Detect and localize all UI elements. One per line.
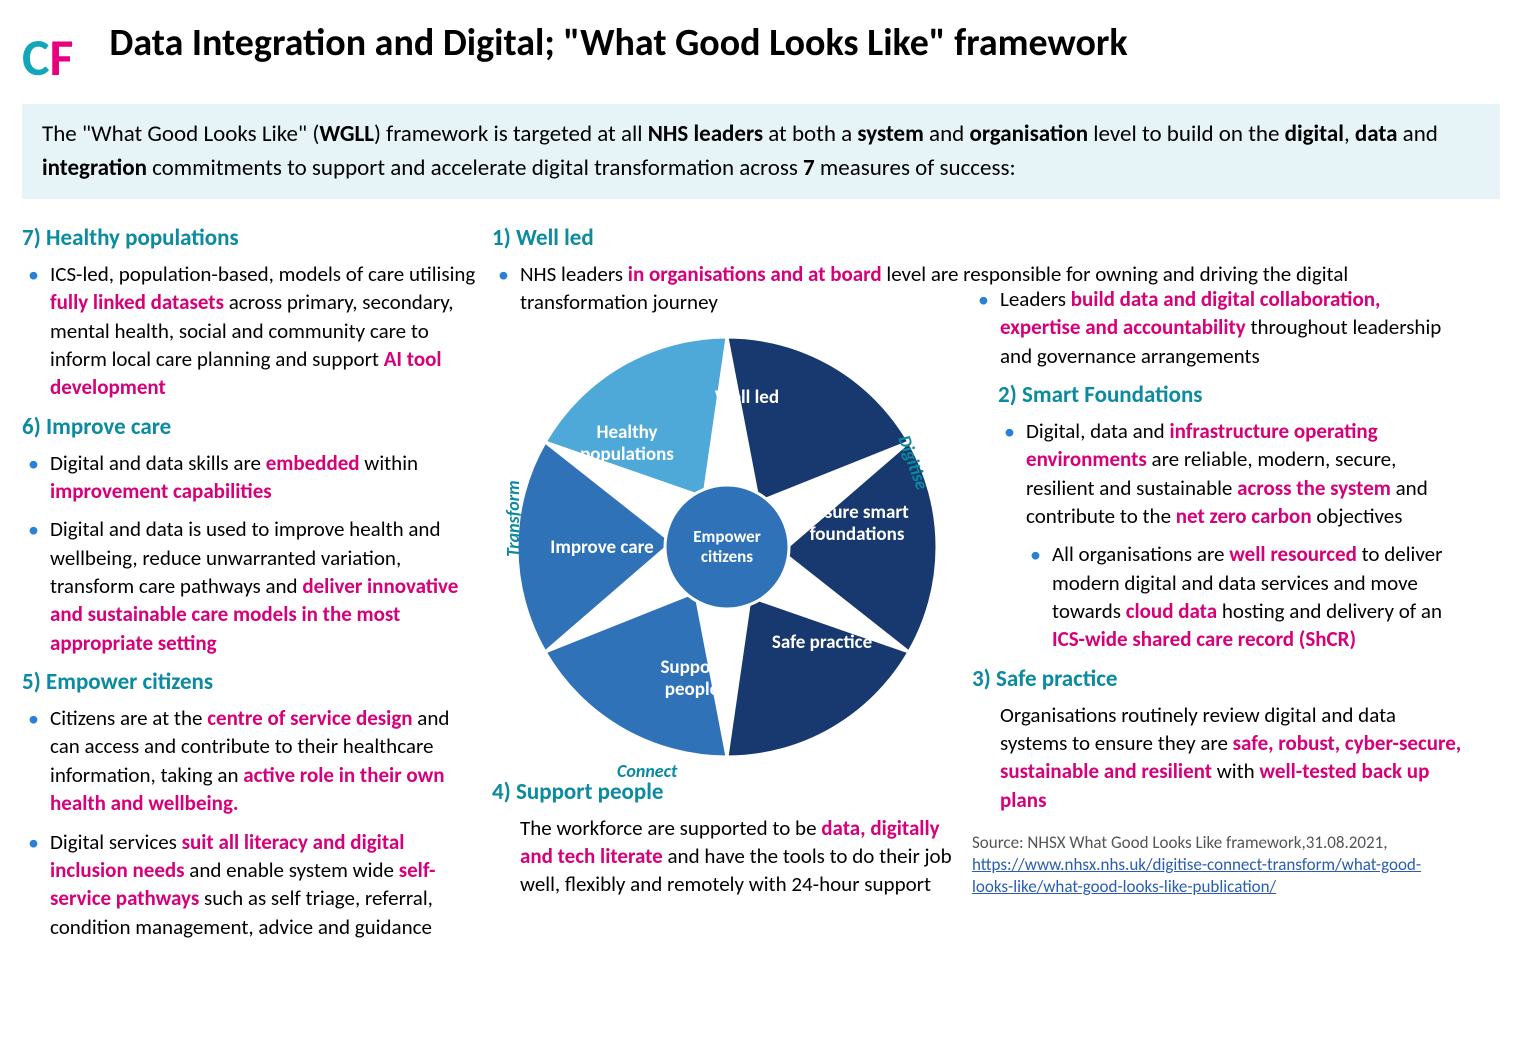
body-text: All organisations are xyxy=(1052,541,1229,567)
list-item: ICS-led, population-based, models of car… xyxy=(50,260,482,402)
pie-label-safe: Safe practice xyxy=(762,632,882,655)
body-text: Leaders xyxy=(1000,286,1071,312)
section-4-title: 4) Support people xyxy=(492,777,962,808)
intro-bold: WGLL xyxy=(319,120,374,148)
section-7-list: ICS-led, population-based, models of car… xyxy=(22,260,482,402)
pie-label-support: Support people xyxy=(632,657,752,703)
body-text: and enable system wide xyxy=(185,857,399,883)
body-text: Citizens are at the xyxy=(50,705,207,731)
list-item: Citizens are at the centre of service de… xyxy=(50,704,482,817)
left-column: 7) Healthy populations ICS-led, populati… xyxy=(22,215,482,951)
columns: 7) Healthy populations ICS-led, populati… xyxy=(22,215,1500,951)
intro-text: at both a xyxy=(763,120,857,148)
pie-label-healthy: Healthy populations xyxy=(567,422,687,468)
intro-text: level to build on the xyxy=(1088,120,1285,148)
header: CF Data Integration and Digital; "What G… xyxy=(22,18,1500,92)
intro-bold: data xyxy=(1355,120,1398,148)
center-column: 1) Well led NHS leaders in organisations… xyxy=(492,215,962,951)
section-1-list-right: Leaders build data and digital collabora… xyxy=(972,285,1462,370)
body-text: Digital and data skills are xyxy=(50,450,266,476)
body-text: NHS leaders xyxy=(520,261,628,287)
list-item: Digital and data is used to improve heal… xyxy=(50,515,482,657)
section-2-list: Digital, data and infrastructure operati… xyxy=(998,417,1462,530)
section-3-body: Organisations routinely review digital a… xyxy=(972,701,1462,814)
emphasis-text: centre of service design xyxy=(207,705,412,731)
cf-logo: CF xyxy=(22,18,69,92)
body-text: ICS-led, population-based, models of car… xyxy=(50,261,475,287)
intro-bold: 7 xyxy=(803,154,815,182)
intro-text: The "What Good Looks Like" ( xyxy=(42,120,319,148)
body-text: within xyxy=(360,450,419,476)
list-item: Digital and data skills are embedded wit… xyxy=(50,449,482,506)
body-text: Digital, data and xyxy=(1026,418,1169,444)
emphasis-text: improvement capabilities xyxy=(50,478,272,504)
source-text: Source: NHSX What Good Looks Like framew… xyxy=(972,832,1388,853)
intro-bold: organisation xyxy=(969,120,1088,148)
section-5-list: Citizens are at the centre of service de… xyxy=(22,704,482,941)
section-6-list: Digital and data skills are embedded wit… xyxy=(22,449,482,657)
section-4-body: The workforce are supported to be data, … xyxy=(492,814,962,899)
intro-text: and xyxy=(1397,120,1437,148)
pie-label-smart: Ensure smart foundations xyxy=(792,502,922,548)
intro-bold: integration xyxy=(42,154,147,182)
section-1-title: 1) Well led xyxy=(492,223,962,254)
source-citation: Source: NHSX What Good Looks Like framew… xyxy=(972,832,1462,898)
section-5-title: 5) Empower citizens xyxy=(22,667,482,698)
side-label-transform: Transform xyxy=(501,480,525,557)
emphasis-text: fully linked datasets xyxy=(50,289,224,315)
intro-text: measures of success: xyxy=(815,154,1016,182)
emphasis-text: well resourced xyxy=(1229,541,1357,567)
logo-f: F xyxy=(50,22,70,92)
body-text: Digital services xyxy=(50,829,182,855)
section-2-title: 2) Smart Foundations xyxy=(998,380,1462,411)
emphasis-text: in organisations and at board xyxy=(628,261,882,287)
emphasis-text: net zero carbon xyxy=(1176,503,1312,529)
right-column: Leaders build data and digital collabora… xyxy=(972,215,1462,951)
body-text: The workforce are supported to be xyxy=(520,815,821,841)
emphasis-text: ICS-wide shared care record (ShCR) xyxy=(1052,626,1356,652)
pie-label-empower: Empower citizens xyxy=(667,527,787,568)
intro-text: , xyxy=(1344,120,1355,148)
intro-bold: NHS leaders xyxy=(648,120,763,148)
page-title: Data Integration and Digital; "What Good… xyxy=(109,18,1127,69)
intro-text: commitments to support and accelerate di… xyxy=(147,154,803,182)
source-link[interactable]: https://www.nhsx.nhs.uk/digitise-connect… xyxy=(972,854,1421,897)
section-6-title: 6) Improve care xyxy=(22,412,482,443)
body-text: with xyxy=(1212,758,1259,784)
body-text: objectives xyxy=(1312,503,1403,529)
list-item: Leaders build data and digital collabora… xyxy=(1000,285,1462,370)
list-item: Digital services suit all literacy and d… xyxy=(50,828,482,941)
body-text: hosting and delivery of an xyxy=(1217,598,1442,624)
pie-label-well-led: Well led xyxy=(687,387,807,410)
intro-bold: system xyxy=(857,120,923,148)
list-item: Digital, data and infrastructure operati… xyxy=(1026,417,1462,530)
section-1-list: NHS leaders in organisations and at boar… xyxy=(492,260,962,317)
section-2-list-sub: All organisations are well resourced to … xyxy=(1024,540,1462,653)
intro-box: The "What Good Looks Like" (WGLL) framew… xyxy=(22,104,1500,199)
pie-label-improve: Improve care xyxy=(542,537,662,560)
section-3-title: 3) Safe practice xyxy=(972,664,1462,695)
intro-bold: digital xyxy=(1285,120,1344,148)
intro-text: and xyxy=(924,120,970,148)
emphasis-text: across the system xyxy=(1237,475,1391,501)
list-item: All organisations are well resourced to … xyxy=(1052,540,1462,653)
logo-c: C xyxy=(22,22,46,92)
pie-chart: Well led Ensure smart foundations Safe p… xyxy=(507,327,947,767)
section-7-title: 7) Healthy populations xyxy=(22,223,482,254)
side-label-connect: Connect xyxy=(617,759,677,783)
emphasis-text: cloud data xyxy=(1126,598,1217,624)
emphasis-text: embedded xyxy=(266,450,360,476)
intro-text: ) framework is targeted at all xyxy=(374,120,648,148)
